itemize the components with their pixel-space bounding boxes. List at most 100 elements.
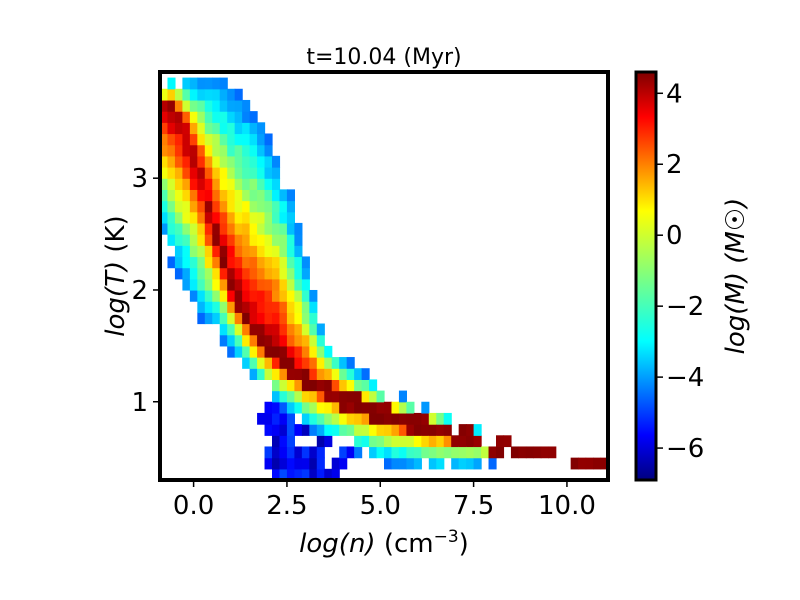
heatmap-cell — [436, 446, 445, 459]
heatmap-cell — [197, 301, 206, 313]
heatmap-cell — [189, 133, 198, 146]
colorbar-tick-label: 4 — [666, 79, 683, 109]
heatmap-cell — [174, 256, 183, 269]
heatmap-cell — [264, 133, 273, 146]
heatmap-cell — [197, 167, 206, 179]
x-tick-label: 7.5 — [453, 491, 494, 521]
heatmap-cell — [219, 133, 228, 146]
heatmap-cell — [174, 211, 183, 224]
heatmap-cell — [443, 446, 452, 459]
heatmap-cell — [294, 457, 303, 470]
heatmap-cell — [167, 77, 176, 90]
heatmap-cell — [182, 211, 191, 224]
heatmap-cell — [413, 457, 422, 470]
heatmap-cell — [324, 368, 333, 380]
heatmap-cell — [279, 412, 288, 425]
heatmap-cell — [182, 99, 191, 112]
heatmap-cell — [406, 457, 415, 470]
x-axis-label-close: ) — [459, 529, 469, 559]
heatmap-cell — [346, 379, 355, 392]
heatmap-cell — [197, 178, 206, 190]
heatmap-cell — [301, 301, 310, 313]
heatmap-cell — [301, 345, 310, 358]
heatmap-cell — [369, 446, 378, 459]
heatmap-cell — [160, 88, 169, 101]
heatmap-cell — [174, 144, 183, 157]
heatmap-cell — [212, 167, 221, 179]
heatmap-cell — [413, 446, 422, 459]
heatmap-cell — [212, 189, 221, 202]
heatmap-cell — [227, 278, 236, 291]
heatmap-cell — [212, 211, 221, 224]
heatmap-cell — [219, 301, 228, 313]
heatmap-cell — [189, 99, 198, 112]
heatmap-cell — [585, 457, 594, 470]
heatmap-cell — [219, 88, 228, 101]
heatmap-cell — [428, 446, 437, 459]
heatmap-cell — [346, 357, 355, 369]
heatmap-cell — [189, 144, 198, 157]
heatmap-cell — [324, 468, 333, 480]
heatmap-cell — [204, 289, 213, 302]
heatmap-cell — [451, 435, 460, 448]
heatmap-cell — [421, 412, 430, 425]
heatmap-cell — [324, 424, 333, 436]
heatmap-cell — [174, 122, 183, 135]
heatmap-cell — [331, 379, 340, 392]
heatmap-cell — [286, 323, 295, 336]
heatmap-cell — [466, 435, 475, 448]
heatmap-cell — [272, 278, 281, 291]
heatmap-cell — [189, 245, 198, 258]
heatmap-cell — [249, 122, 258, 135]
heatmap-cell — [398, 446, 407, 459]
heatmap-cell — [264, 457, 273, 470]
heatmap-cell — [219, 99, 228, 112]
heatmap-cell — [264, 424, 273, 436]
heatmap-cell — [182, 234, 191, 246]
heatmap-cell — [242, 144, 251, 157]
heatmap-cell — [242, 267, 251, 280]
heatmap-cell — [286, 379, 295, 392]
heatmap-cell — [346, 390, 355, 403]
heatmap-cell — [219, 245, 228, 258]
heatmap-cell — [204, 144, 213, 157]
heatmap-cell — [212, 245, 221, 258]
heatmap-cell — [264, 267, 273, 280]
heatmap-cell — [189, 167, 198, 179]
heatmap-cell — [391, 446, 400, 459]
heatmap-cell — [242, 155, 251, 168]
heatmap-cell — [264, 301, 273, 313]
heatmap-cell — [264, 155, 273, 168]
colorbar-tick-label: −6 — [666, 434, 704, 464]
heatmap-cell — [242, 312, 251, 325]
heatmap-cell — [339, 412, 348, 425]
heatmap-cell — [264, 211, 273, 224]
heatmap-cell — [242, 345, 251, 358]
heatmap-cell — [160, 178, 169, 190]
heatmap-cell — [309, 401, 318, 414]
heatmap-cell — [309, 345, 318, 358]
heatmap-cell — [264, 334, 273, 347]
heatmap-cell — [182, 77, 191, 90]
heatmap-cell — [331, 457, 340, 470]
heatmap-cell — [234, 155, 243, 168]
heatmap-cell — [160, 111, 169, 123]
heatmap-cell — [346, 401, 355, 414]
heatmap-cell — [279, 446, 288, 459]
heatmap-cell — [548, 446, 557, 459]
heatmap-cell — [257, 234, 266, 246]
heatmap-cell — [174, 167, 183, 179]
heatmap-cell — [279, 468, 288, 480]
heatmap-cell — [331, 357, 340, 369]
heatmap-cell — [354, 390, 363, 403]
heatmap-cell — [249, 345, 258, 358]
heatmap-cell — [204, 267, 213, 280]
heatmap-cell — [234, 211, 243, 224]
heatmap-cell — [242, 111, 251, 123]
heatmap-cell — [242, 211, 251, 224]
heatmap-cell — [167, 155, 176, 168]
heatmap-cell — [160, 144, 169, 157]
heatmap-cell — [227, 234, 236, 246]
heatmap-cell — [264, 245, 273, 258]
heatmap-cell — [339, 424, 348, 436]
